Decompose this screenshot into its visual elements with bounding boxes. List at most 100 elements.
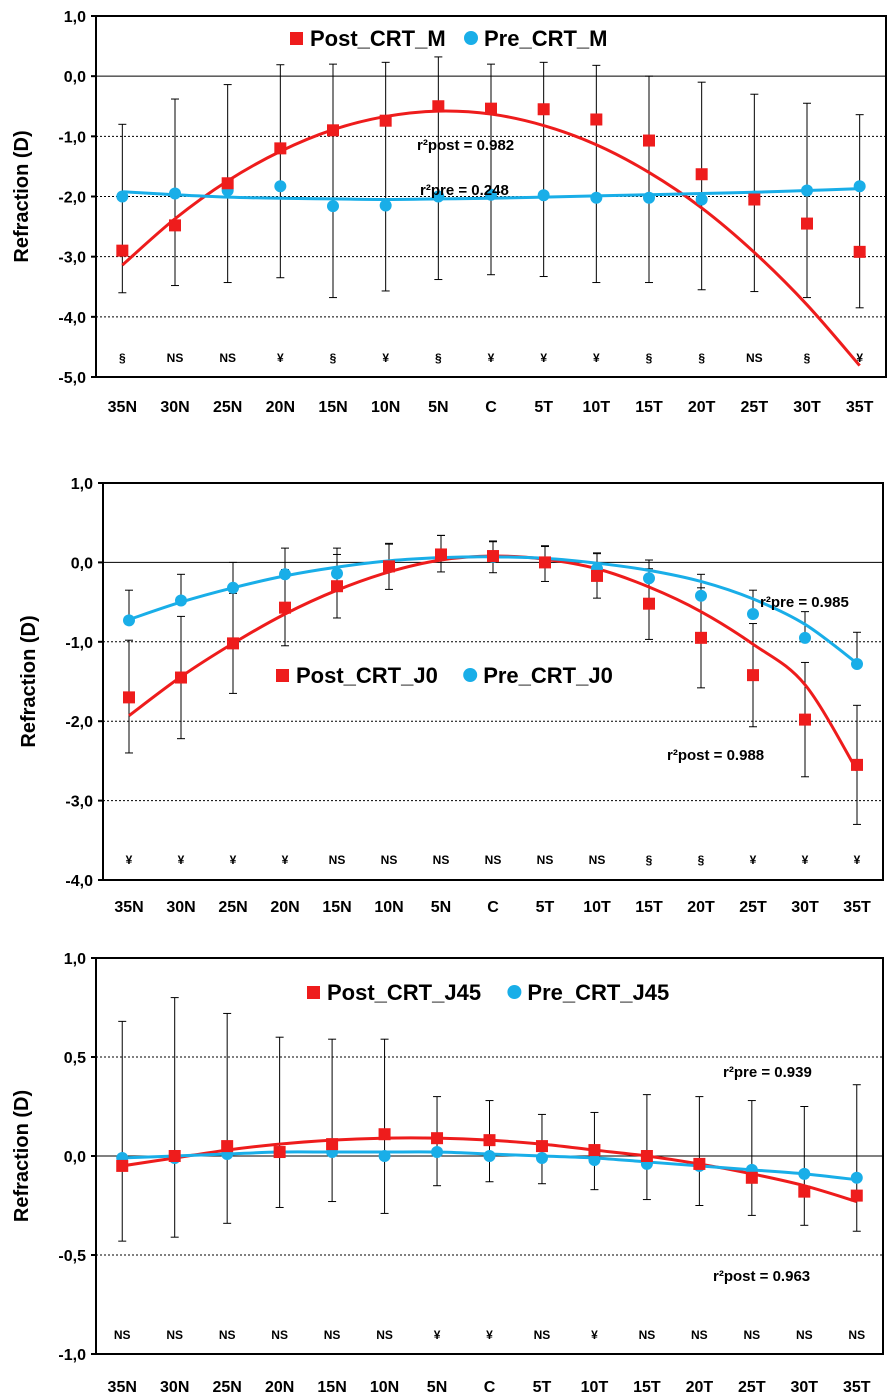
x-tick-label: 30N [166, 899, 195, 916]
r-squared-annotation: r²post = 0.988 [667, 747, 764, 764]
data-point-pre-crt-j45 [588, 1153, 601, 1166]
legend-label: Post_CRT_M [310, 26, 446, 51]
data-point-pre-crt-j0 [123, 614, 135, 627]
y-tick-label: -3,0 [65, 794, 93, 811]
x-tick-label: 20N [270, 899, 299, 916]
significance-marker: ¥ [230, 853, 237, 867]
data-point-post-crt-j0 [227, 637, 239, 650]
significance-marker: § [330, 351, 337, 365]
x-tick-label: 5N [431, 899, 451, 916]
data-point-pre-crt-m [432, 190, 445, 203]
x-tick-label: 30T [791, 899, 819, 916]
x-tick-label: 10T [583, 399, 611, 416]
data-point-post-crt-j45 [116, 1159, 129, 1172]
x-tick-label: 15T [633, 1379, 661, 1396]
significance-marker: § [435, 351, 442, 365]
y-tick-label: -4,0 [58, 310, 86, 327]
data-point-post-crt-j45 [326, 1138, 339, 1151]
x-tick-label: 5N [427, 1379, 447, 1396]
significance-marker: ¥ [591, 1328, 598, 1342]
data-point-post-crt-m [537, 103, 550, 116]
significance-marker: NS [796, 1328, 813, 1342]
significance-marker: ¥ [126, 853, 133, 867]
data-point-post-crt-j0 [435, 548, 447, 561]
y-tick-label: 0,0 [64, 1149, 86, 1166]
significance-marker: ¥ [856, 351, 863, 365]
data-point-post-crt-m [748, 193, 761, 206]
data-point-post-crt-m [695, 168, 708, 181]
x-tick-label: 5T [534, 399, 553, 416]
data-point-pre-crt-m [169, 187, 181, 200]
y-tick-label: 1,0 [64, 951, 86, 968]
data-point-pre-crt-m [853, 180, 866, 193]
y-tick-label: 1,0 [64, 9, 86, 26]
x-tick-label: 15T [635, 399, 663, 416]
legend: Post_CRT_M Pre_CRT_M [290, 26, 607, 51]
y-tick-label: -2,0 [65, 714, 93, 731]
x-tick-label: 35N [114, 899, 143, 916]
significance-marker: NS [329, 853, 346, 867]
x-tick-label: 5T [536, 899, 555, 916]
x-tick-label: 10N [371, 399, 400, 416]
significance-marker: NS [537, 853, 554, 867]
x-tick-label: 10T [581, 1379, 609, 1396]
x-tick-label: 20N [265, 1379, 294, 1396]
legend-square-icon [307, 986, 320, 999]
significance-marker: ¥ [277, 351, 284, 365]
data-point-post-crt-j0 [747, 669, 759, 682]
data-point-pre-crt-j45 [378, 1150, 391, 1162]
data-point-post-crt-j45 [588, 1144, 601, 1157]
x-tick-label: C [487, 899, 499, 916]
significance-marker: NS [381, 853, 398, 867]
data-point-post-crt-j45 [745, 1171, 758, 1184]
data-point-pre-crt-m [274, 180, 287, 193]
significance-marker: NS [743, 1328, 760, 1342]
data-point-post-crt-j45 [640, 1150, 653, 1162]
legend-label: Post_CRT_J45 [327, 980, 481, 1005]
significance-marker: ¥ [488, 351, 495, 365]
data-point-post-crt-j0 [487, 550, 499, 563]
significance-marker: NS [376, 1328, 393, 1342]
x-tick-label: 25T [738, 1379, 766, 1396]
data-point-post-crt-j45 [221, 1140, 234, 1153]
x-tick-label: 20T [687, 899, 715, 916]
data-point-post-crt-m [643, 134, 655, 147]
x-tick-label: 35T [843, 1379, 871, 1396]
data-point-post-crt-j0 [279, 601, 291, 614]
significance-marker: ¥ [854, 853, 861, 867]
significance-marker: ¥ [540, 351, 547, 365]
data-point-post-crt-m [801, 217, 813, 230]
data-point-post-crt-m [221, 177, 234, 190]
data-point-post-crt-m [853, 245, 866, 258]
x-tick-label: 5T [533, 1379, 552, 1396]
x-tick-label: 25T [741, 399, 769, 416]
legend: Post_CRT_J0 Pre_CRT_J0 [276, 663, 613, 688]
significance-marker: § [804, 351, 811, 365]
significance-marker: NS [114, 1328, 131, 1342]
data-point-post-crt-j0 [175, 671, 187, 684]
y-tick-label: -5,0 [58, 370, 86, 387]
y-axis-label: Refraction (D) [11, 130, 33, 262]
x-tick-label: 35T [843, 899, 871, 916]
y-tick-label: -3,0 [58, 250, 86, 267]
data-point-pre-crt-j45 [431, 1146, 444, 1159]
data-point-pre-crt-m [537, 189, 550, 202]
data-point-pre-crt-m [485, 188, 497, 201]
significance-marker: NS [589, 853, 606, 867]
data-point-post-crt-j0 [695, 631, 707, 644]
y-tick-label: 0,5 [64, 1050, 86, 1067]
x-tick-label: 15N [318, 399, 347, 416]
legend-circle-icon [507, 985, 522, 999]
data-point-pre-crt-j45 [798, 1167, 811, 1180]
data-point-pre-crt-j45 [850, 1171, 863, 1184]
significance-marker: ¥ [282, 853, 289, 867]
x-tick-label: 10T [583, 899, 611, 916]
significance-marker: ¥ [802, 853, 809, 867]
data-point-post-crt-j45 [168, 1150, 181, 1162]
significance-marker: ¥ [434, 1328, 441, 1342]
significance-marker: NS [324, 1328, 341, 1342]
legend-label: Pre_CRT_J45 [527, 980, 669, 1005]
x-tick-label: 25N [218, 899, 247, 916]
significance-marker: NS [166, 1328, 183, 1342]
